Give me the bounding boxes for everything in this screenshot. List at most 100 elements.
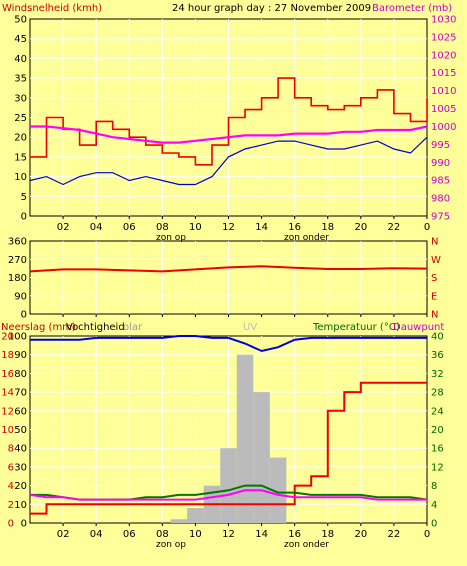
temperature-axis-label: Temperatuur (°C) [312,322,400,333]
y-left-tick-label: 80 [14,369,27,380]
y-right-tick-label: 20 [431,425,444,436]
series-line-wind [30,77,428,166]
y-left-tick-label: 90 [14,350,27,361]
x-tick-label: 22 [388,222,401,233]
y-left-tick-label: 5 [21,192,27,203]
x-tick-label: 04 [90,529,103,540]
y-right-tick-label: E [431,291,437,302]
y-right-tick-label: 995 [431,140,450,151]
y-left-tick-label: 60 [14,406,27,417]
y-left-tick-label: 70 [14,388,27,399]
y-right-tick-label: 12 [431,462,444,473]
uv-bar [269,457,287,523]
y-left-tick-label: 50 [14,425,27,436]
chart-title: 24 hour graph day : 27 November 2009 [172,3,371,14]
x-tick-label: 02 [57,222,70,233]
rain-tick-label: 18 [1,350,14,361]
rain-tick-label: 0 [8,519,14,530]
rain-tick-label: 6 [8,462,14,473]
y-left-tick-label: 30 [14,462,27,473]
sunset-label-bottom: zon onder [284,540,329,550]
y-left-tick-label: 20 [14,481,27,492]
x-tick-label: 22 [388,529,401,540]
series-line-rain [30,381,427,515]
y-right-tick-label: 0 [431,519,437,530]
y-right-tick-label: 8 [431,481,437,492]
x-tick-label: 20 [354,529,367,540]
x-tick-label: 08 [156,529,169,540]
y-left-tick-label: 35 [14,74,27,85]
rain-tick-label: 4 [8,481,14,492]
rain-tick-label: 14 [1,388,14,399]
y-left-tick-label: 40 [14,444,27,455]
y-right-tick-label: 975 [431,212,450,223]
y-left-tick-label: 20 [14,133,27,144]
y-right-tick-label: 1030 [431,15,456,26]
y-right-tick-label: S [431,273,437,284]
y-right-tick-label: 36 [431,350,444,361]
y-right-tick-label: 1005 [431,104,456,115]
series-line-pressure [30,125,428,144]
uv-bar [220,448,237,523]
x-tick-label: 18 [321,222,334,233]
y-left-tick-label: 40 [14,54,27,65]
x-tick-label: 06 [123,222,136,233]
y-right-tick-label: 16 [431,444,444,455]
y-right-tick-label: 1000 [431,122,456,133]
y-right-tick-label: 1015 [431,68,456,79]
x-tick-label: 0 [424,529,430,540]
y-left-tick-label: 0 [21,310,27,321]
solar-label: olar [123,322,143,333]
y-right-tick-label: 980 [431,194,450,205]
y-left-tick-label: 100 [8,332,27,343]
humidity-axis-label: Vochtigheid [66,322,125,333]
y-right-tick-label: N [431,237,438,248]
uv-bar [187,508,204,523]
x-tick-label: 20 [354,222,367,233]
series-line-avg_wind [29,136,428,186]
y-left-tick-label: 10 [14,172,27,183]
dewpoint-axis-label: Dauwpunt [393,322,444,333]
x-tick-label: 10 [189,529,202,540]
series-line-dewpoint [29,489,427,501]
x-tick-label: 12 [222,222,235,233]
y-right-tick-label: 32 [431,369,444,380]
x-tick-label: 14 [255,222,268,233]
y-left-tick-label: 0 [21,519,27,530]
y-left-tick-label: 90 [14,291,27,302]
series-line-humidity [30,335,427,353]
x-tick-label: 06 [123,529,136,540]
barometer-axis-label: Barometer (mb) [372,3,452,14]
x-tick-label: 14 [255,529,268,540]
y-left-tick-label: 0 [21,212,27,223]
x-tick-label: 0 [424,222,430,233]
y-right-tick-label: 1020 [431,50,456,61]
wind-axis-label: Windsnelheid (kmh) [2,3,102,14]
rain-tick-label: 10 [1,425,14,436]
rain-axis-label: Neerslag (mm) [1,322,76,333]
series-line-direction [29,265,428,273]
y-left-tick-label: 45 [14,34,27,45]
y-left-tick-label: 270 [8,255,27,266]
y-right-tick-label: 1025 [431,32,456,43]
sunset-label-top: zon onder [284,233,329,243]
x-tick-label: 04 [90,222,103,233]
x-tick-label: 10 [189,222,202,233]
y-left-tick-label: 15 [14,152,27,163]
x-tick-label: 08 [156,222,169,233]
y-right-tick-label: 985 [431,176,450,187]
y-right-tick-label: 40 [431,332,444,343]
uv-bar [170,519,188,523]
y-left-tick-label: 25 [14,113,27,124]
y-right-tick-label: 1010 [431,86,456,97]
uv-label: UV [243,322,257,333]
y-left-tick-label: 50 [14,15,27,26]
x-tick-label: 18 [321,529,334,540]
y-left-tick-label: 30 [14,93,27,104]
x-tick-label: 16 [288,529,301,540]
x-tick-label: 12 [222,529,235,540]
y-right-tick-label: N [431,310,438,321]
rain-tick-label: 16 [1,369,14,380]
rain-tick-label: 2 [8,500,14,511]
